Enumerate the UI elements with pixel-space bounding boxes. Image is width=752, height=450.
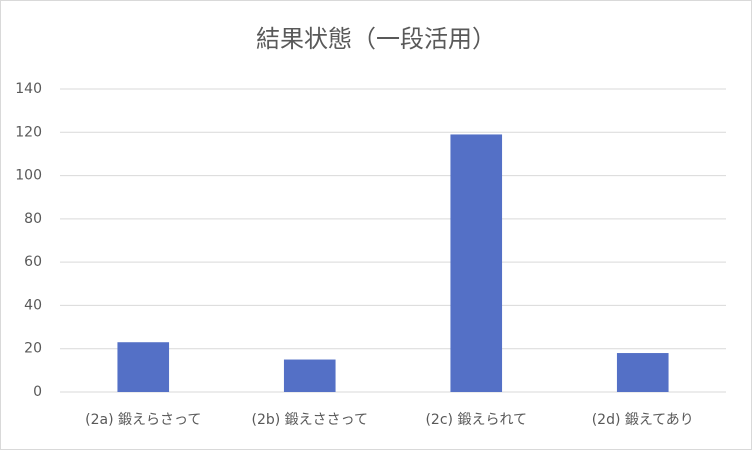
y-tick-label: 20 xyxy=(24,341,42,357)
y-tick-label: 120 xyxy=(15,124,42,140)
y-tick-label: 0 xyxy=(33,384,42,400)
x-tick-label: (2d) 鍛えてあり xyxy=(592,412,694,428)
bar xyxy=(283,359,336,392)
x-tick-label: (2a) 鍛えらさって xyxy=(85,412,201,428)
y-tick-label: 60 xyxy=(24,254,42,270)
bar xyxy=(117,342,170,392)
x-tick-label: (2c) 鍛えられて xyxy=(425,412,527,428)
y-tick-label: 100 xyxy=(15,168,42,184)
chart-title: 結果状態（一段活用） xyxy=(256,25,496,53)
x-tick-label: (2b) 鍛えささって xyxy=(252,412,368,428)
bar xyxy=(450,134,503,392)
y-tick-label: 140 xyxy=(15,81,42,97)
y-tick-label: 80 xyxy=(24,211,42,227)
y-tick-label: 40 xyxy=(24,297,42,313)
bar xyxy=(616,353,669,392)
